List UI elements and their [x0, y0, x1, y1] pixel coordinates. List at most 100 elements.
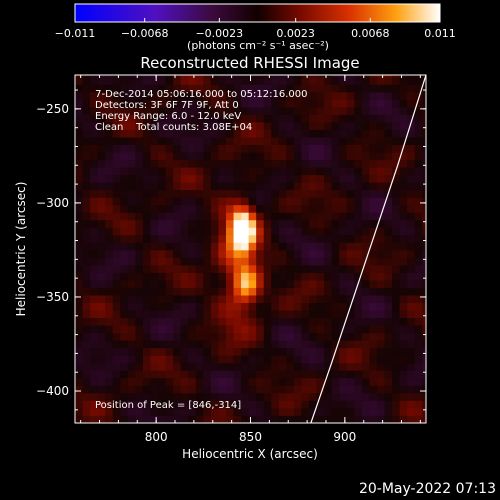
heatmap-cell: [316, 362, 325, 371]
heatmap-cell: [241, 114, 250, 123]
heatmap-cell: [195, 362, 204, 371]
heatmap-cell: [248, 189, 257, 198]
heatmap-cell: [422, 287, 426, 296]
heatmap-cell: [384, 392, 393, 401]
heatmap-cell: [331, 182, 340, 191]
heatmap-cell: [135, 167, 144, 176]
heatmap-cell: [392, 174, 400, 183]
heatmap-cell: [384, 174, 393, 183]
heatmap-cell: [105, 400, 114, 409]
heatmap-cell: [399, 272, 408, 281]
heatmap-cell: [316, 317, 325, 326]
heatmap-cell: [414, 227, 423, 236]
heatmap-cell: [392, 212, 400, 221]
heatmap-cell: [173, 295, 182, 304]
heatmap-cell: [210, 310, 219, 319]
heatmap-cell: [286, 167, 295, 176]
heatmap-cell: [354, 122, 363, 130]
heatmap-cell: [135, 75, 144, 78]
heatmap-cell: [75, 91, 83, 100]
heatmap-cell: [263, 234, 272, 243]
heatmap-cell: [309, 302, 317, 311]
heatmap-cell: [392, 280, 400, 288]
heatmap-cell: [112, 91, 121, 100]
heatmap-cell: [376, 377, 385, 386]
heatmap-cell: [225, 355, 234, 364]
heatmap-cell: [105, 310, 114, 319]
heatmap-cell: [225, 242, 234, 251]
heatmap-cell: [324, 340, 333, 349]
heatmap-cell: [369, 182, 378, 191]
heatmap-cell: [361, 219, 370, 228]
heatmap-cell: [195, 197, 204, 206]
heatmap-cell: [97, 99, 106, 108]
heatmap-cell: [339, 189, 348, 198]
heatmap-cell: [293, 355, 302, 364]
heatmap-cell: [361, 407, 370, 416]
heatmap-cell: [158, 362, 166, 371]
heatmap-cell: [369, 129, 378, 138]
heatmap-cell: [392, 219, 400, 228]
heatmap-cell: [210, 325, 219, 334]
heatmap-cell: [241, 407, 250, 416]
heatmap-cell: [361, 400, 370, 409]
heatmap-cell: [241, 159, 250, 168]
heatmap-cell: [225, 234, 234, 243]
heatmap-cell: [135, 122, 144, 130]
heatmap-cell: [369, 137, 378, 145]
heatmap-cell: [127, 84, 136, 93]
heatmap-cell: [263, 249, 272, 258]
heatmap-cell: [75, 415, 83, 423]
heatmap-cell: [135, 234, 144, 243]
heatmap-cell: [399, 129, 408, 138]
heatmap-cell: [218, 392, 227, 401]
heatmap-cell: [392, 84, 400, 93]
heatmap-cell: [263, 159, 272, 168]
heatmap-cell: [195, 189, 204, 198]
heatmap-cell: [218, 264, 227, 273]
heatmap-cell: [180, 122, 189, 130]
heatmap-cell: [233, 167, 242, 176]
heatmap-cell: [271, 189, 280, 198]
heatmap-cell: [369, 122, 378, 130]
heatmap-cell: [414, 385, 423, 394]
heatmap-cell: [233, 340, 242, 349]
heatmap-cell: [407, 75, 416, 78]
heatmap-cell: [316, 212, 325, 221]
heatmap-cell: [105, 144, 114, 153]
heatmap-cell: [135, 347, 144, 356]
heatmap-cell: [203, 75, 212, 78]
heatmap-cell: [324, 106, 333, 115]
heatmap-cell: [165, 75, 174, 78]
heatmap-cell: [90, 84, 99, 93]
heatmap-cell: [384, 75, 393, 78]
heatmap-cell: [414, 189, 423, 198]
heatmap-cell: [112, 272, 121, 281]
heatmap-cell: [286, 76, 295, 85]
heatmap-cell: [150, 174, 159, 183]
heatmap-cell: [241, 84, 250, 93]
heatmap-cell: [120, 280, 129, 288]
heatmap-cell: [361, 347, 370, 356]
heatmap-cell: [286, 84, 295, 93]
heatmap-cell: [407, 84, 416, 93]
heatmap-cell: [248, 362, 257, 371]
heatmap-cell: [120, 317, 129, 326]
heatmap-cell: [324, 242, 333, 251]
heatmap-cell: [150, 264, 159, 273]
heatmap-cell: [218, 317, 227, 326]
heatmap-cell: [75, 106, 83, 115]
heatmap-cell: [271, 310, 280, 319]
heatmap-cell: [82, 106, 91, 115]
y-tick-label: −250: [36, 102, 69, 116]
heatmap-cell: [324, 280, 333, 288]
heatmap-cell: [188, 75, 197, 78]
heatmap-cell: [188, 407, 197, 416]
heatmap-cell: [392, 227, 400, 236]
heatmap-cell: [316, 106, 325, 115]
heatmap-cell: [105, 91, 114, 100]
heatmap-cell: [105, 257, 114, 266]
heatmap-cell: [392, 159, 400, 168]
heatmap-cell: [407, 257, 416, 266]
heatmap-cell: [414, 99, 423, 108]
